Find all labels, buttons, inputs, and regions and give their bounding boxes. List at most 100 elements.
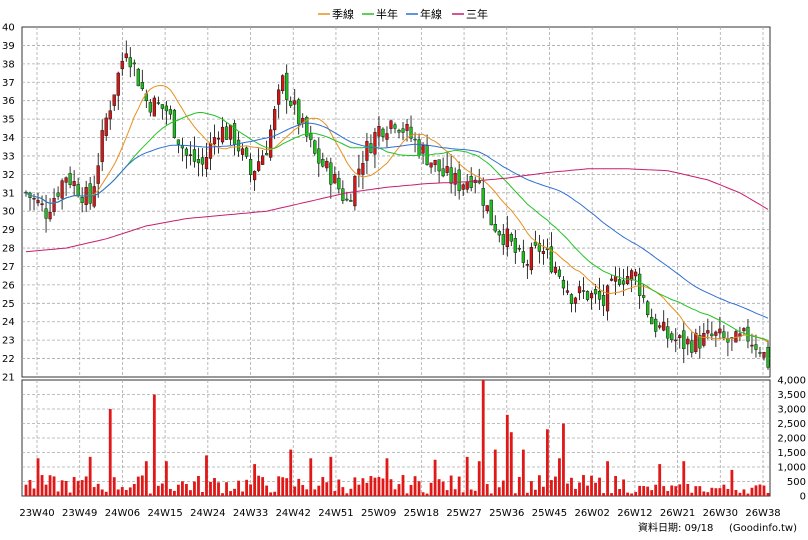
volume-bar — [56, 491, 60, 496]
candle-down — [722, 331, 726, 338]
candle-up — [281, 75, 285, 92]
candle-up — [541, 251, 545, 254]
candle-down — [409, 126, 413, 139]
x-tick-label: 24W15 — [147, 508, 182, 519]
candle-down — [80, 197, 84, 203]
candle-up — [553, 266, 558, 273]
volume-bar — [618, 489, 622, 496]
volume-bar — [197, 475, 200, 496]
candle-down — [44, 208, 48, 219]
volume-bar — [104, 491, 108, 496]
candle-up — [277, 89, 281, 105]
volume-bar — [345, 493, 349, 496]
volume-bar — [313, 489, 317, 496]
volume-bar — [481, 380, 485, 496]
candle-down — [397, 130, 401, 133]
candle-down — [305, 117, 309, 137]
volume-bar — [750, 487, 754, 496]
volume-bar — [461, 492, 465, 496]
candle-down — [341, 188, 345, 201]
volume-bar — [36, 458, 40, 496]
volume-bar — [758, 484, 762, 496]
volume-bar — [217, 482, 220, 496]
volume-bar — [445, 490, 449, 496]
volume-bar — [389, 479, 393, 496]
candle-up — [453, 172, 457, 185]
volume-bar — [233, 488, 236, 496]
candle-down — [690, 340, 694, 353]
volume-bar — [72, 477, 76, 496]
volume-tick-label: 4,000 — [777, 376, 806, 387]
x-tick-label: 26W02 — [575, 508, 610, 519]
x-tick-label: 25W09 — [361, 508, 396, 519]
legend-label-quarter: 季線 — [332, 7, 354, 21]
volume-bar — [277, 476, 281, 496]
moving-average-lines — [25, 84, 769, 343]
volume-bar — [550, 480, 553, 496]
candle-up — [104, 117, 108, 136]
candle-up — [64, 177, 68, 183]
volume-bar — [293, 486, 297, 496]
volume-bar — [164, 461, 168, 496]
candle-up — [112, 94, 116, 106]
volume-bar — [602, 493, 605, 496]
candle-up — [613, 276, 618, 282]
volume-bar — [317, 485, 321, 496]
candle-up — [269, 129, 273, 158]
candle-up — [253, 171, 257, 181]
volume-bar — [610, 493, 613, 496]
candle-down — [441, 168, 445, 177]
volume-bar — [48, 475, 52, 496]
volume-bar — [140, 475, 144, 496]
candle-up — [485, 205, 489, 212]
candle-down — [477, 181, 481, 184]
candle-up — [742, 328, 746, 332]
volume-bar — [566, 483, 569, 496]
volume-bar — [68, 492, 72, 496]
volume-bar — [554, 476, 557, 496]
candle-up — [124, 53, 128, 59]
volume-bar — [746, 493, 750, 496]
volume-bar — [245, 479, 248, 496]
volume-bar — [237, 480, 240, 496]
volume-bar — [341, 487, 345, 496]
price-tick-label: 38 — [2, 59, 15, 70]
volume-bar — [505, 414, 509, 496]
price-axis-ticks: 21 22 23 24 25 26 27 28 29 30 31 32 33 34 35 36 37 38 39 40 — [2, 23, 15, 384]
x-tick-label: 26W30 — [703, 508, 738, 519]
volume-bar — [261, 477, 265, 496]
volume-bar — [96, 483, 100, 496]
volume-tick-label: 3,000 — [777, 405, 806, 416]
x-tick-label: 26W12 — [617, 508, 652, 519]
candle-up — [686, 338, 690, 345]
candle-down — [136, 68, 140, 87]
candle-up — [389, 120, 393, 129]
candle-up — [678, 335, 682, 339]
candle-down — [754, 344, 758, 350]
candle-down — [56, 192, 60, 197]
volume-bar — [172, 490, 176, 496]
price-tick-label: 22 — [2, 354, 15, 365]
volume-bar — [469, 489, 473, 496]
volume-bar — [642, 486, 646, 496]
x-tick-label: 26W38 — [745, 508, 780, 519]
volume-bar — [337, 479, 341, 496]
volume-bar — [742, 489, 746, 496]
candle-down — [160, 104, 164, 109]
candle-up — [445, 166, 449, 173]
volume-bar — [225, 482, 228, 496]
volume-bar — [60, 480, 64, 496]
volume-bar — [128, 487, 132, 496]
candle-up — [52, 198, 56, 212]
candle-down — [493, 224, 497, 232]
volume-bar — [353, 477, 357, 496]
candle-up — [261, 155, 265, 165]
candle-down — [758, 352, 762, 354]
candle-down — [654, 318, 658, 332]
volume-bar — [425, 493, 429, 496]
candle-down — [393, 124, 397, 129]
candle-up — [40, 203, 44, 205]
candle-down — [164, 105, 168, 112]
x-tick-label: 24W51 — [318, 508, 353, 519]
candle-down — [329, 162, 333, 185]
